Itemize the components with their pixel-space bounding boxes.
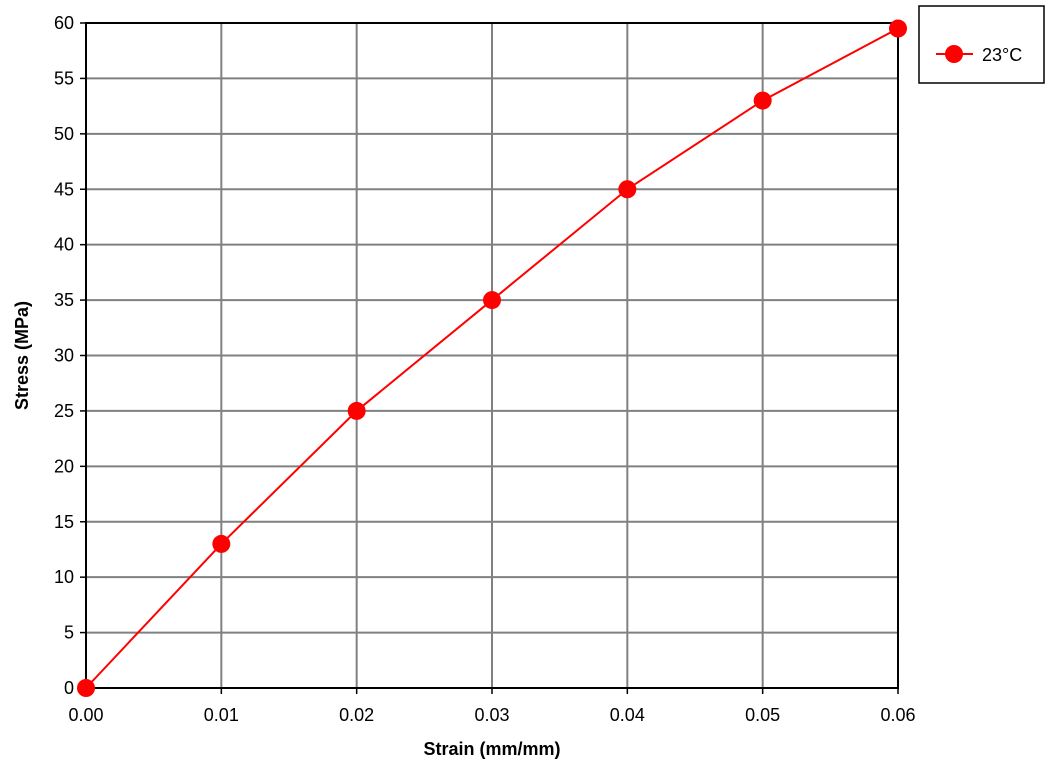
y-tick-label: 5 (64, 623, 74, 643)
y-tick-label: 20 (54, 456, 74, 476)
x-tick-label: 0.01 (204, 705, 239, 725)
data-point (753, 91, 772, 110)
y-tick-label: 25 (54, 401, 74, 421)
x-tick-label: 0.00 (68, 705, 103, 725)
y-tick-label: 50 (54, 124, 74, 144)
legend-box (918, 5, 1045, 84)
x-tick-label: 0.03 (474, 705, 509, 725)
data-point (483, 291, 501, 310)
data-point (618, 180, 637, 199)
data-point (212, 534, 231, 553)
series-layer (77, 19, 907, 697)
y-axis-title: Stress (MPa) (12, 301, 32, 410)
y-tick-label: 40 (54, 235, 74, 255)
legend-label: 23°C (982, 45, 1022, 65)
y-tick-label: 10 (54, 567, 74, 587)
x-tick-label: 0.06 (880, 705, 915, 725)
y-tick-label: 45 (54, 179, 74, 199)
x-tick-label: 0.05 (745, 705, 780, 725)
data-point (77, 679, 95, 697)
y-axis-ticks: 0 5 10 15 20 25 30 35 40 45 50 55 60 (54, 13, 86, 698)
y-tick-label: 55 (54, 68, 74, 88)
x-axis-ticks: 0.00 0.01 0.02 0.03 0.04 0.05 0.06 (68, 688, 916, 725)
x-tick-label: 0.02 (339, 705, 374, 725)
y-tick-label: 30 (54, 346, 74, 366)
y-tick-label: 15 (54, 512, 74, 532)
y-tick-label: 35 (54, 290, 74, 310)
grid-lines (85, 22, 899, 689)
y-tick-label: 0 (64, 678, 74, 698)
x-tick-label: 0.04 (610, 705, 645, 725)
x-axis-title: Strain (mm/mm) (423, 739, 560, 759)
legend: 23°C (918, 5, 1045, 84)
data-point (889, 19, 907, 38)
data-point (347, 401, 366, 420)
y-tick-label: 60 (54, 13, 74, 33)
legend-marker-swatch (945, 45, 963, 63)
